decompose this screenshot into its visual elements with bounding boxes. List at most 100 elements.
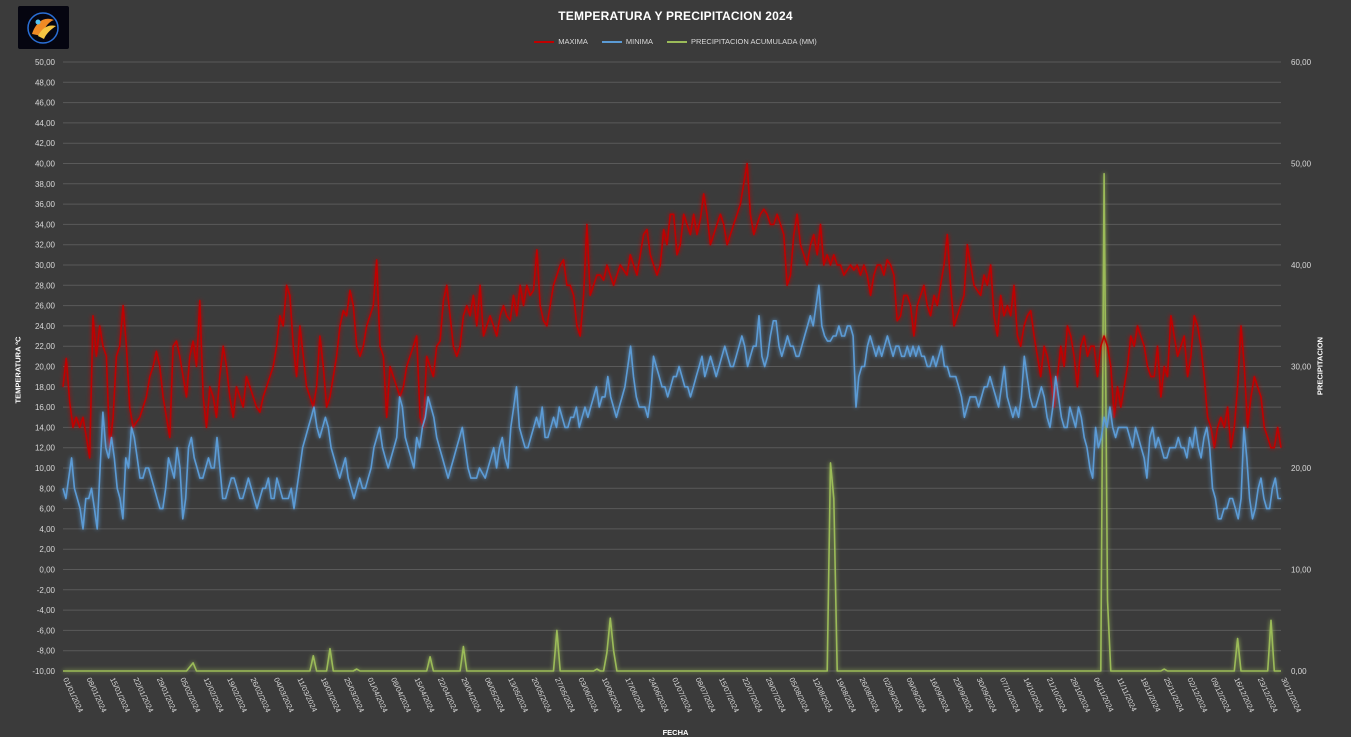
y-tick-label: -4,00: [37, 606, 56, 615]
y-tick-label: 4,00: [39, 525, 55, 534]
x-tick-label: 29/07/2024: [764, 676, 788, 714]
x-tick-label: 09/12/2024: [1209, 676, 1233, 714]
x-tick-label: 19/02/2024: [225, 676, 249, 714]
x-tick-label: 12/08/2024: [811, 676, 835, 714]
x-tick-label: 22/07/2024: [740, 676, 764, 714]
x-tick-label: 15/07/2024: [717, 676, 741, 714]
x-tick-label: 13/05/2024: [506, 676, 530, 714]
x-tick-label: 10/06/2024: [600, 676, 624, 714]
x-tick-label: 18/03/2024: [319, 676, 343, 714]
legend-item-maxima: MAXIMA: [534, 37, 588, 46]
y2-tick-label: 60,00: [1291, 58, 1312, 67]
x-tick-label: 11/11/2024: [1115, 676, 1139, 713]
x-tick-label: 02/12/2024: [1185, 676, 1209, 714]
y2-tick-label: 30,00: [1291, 363, 1312, 372]
x-tick-label: 21/10/2024: [1045, 676, 1069, 714]
series-line-minima: [62, 284, 1281, 530]
x-tick-label: 04/11/2024: [1092, 676, 1116, 713]
series-line-maxima: [62, 162, 1282, 459]
y-axis-title: TEMPERATURA ºC: [13, 336, 23, 404]
x-tick-label: 23/09/2024: [951, 676, 975, 714]
y-tick-label: 16,00: [35, 403, 56, 412]
y-tick-label: 10,00: [35, 464, 56, 473]
y-tick-label: 26,00: [35, 302, 56, 311]
y-tick-label: 20,00: [35, 363, 56, 372]
x-tick-label: 08/04/2024: [389, 676, 413, 714]
x-tick-label: 01/07/2024: [670, 676, 694, 714]
y-tick-label: 46,00: [35, 99, 56, 108]
legend-label-minima: MINIMA: [625, 37, 653, 46]
x-tick-label: 18/11/2024: [1139, 676, 1163, 713]
x-tick-label: 20/05/2024: [530, 676, 554, 714]
y-tick-label: 44,00: [35, 119, 56, 128]
x-tick-label: 14/10/2024: [1022, 676, 1046, 714]
x-tick-label: 26/08/2024: [858, 676, 882, 714]
x-tick-label: 28/10/2024: [1068, 676, 1092, 714]
y-tick-label: 34,00: [35, 220, 56, 229]
x-tick-label: 05/08/2024: [787, 676, 811, 714]
chart-legend: MAXIMA MINIMA PRECIPITACION ACUMULADA (M…: [0, 37, 1351, 46]
y-tick-label: 6,00: [39, 505, 55, 514]
x-tick-label: 05/02/2024: [178, 676, 202, 714]
y-tick-label: 48,00: [35, 78, 56, 87]
x-tick-label: 17/06/2024: [623, 676, 647, 714]
y-tick-label: -8,00: [37, 647, 56, 656]
y-tick-label: 22,00: [35, 342, 56, 351]
x-tick-label: 22/04/2024: [436, 676, 460, 714]
x-tick-label: 15/04/2024: [413, 676, 437, 714]
y-tick-label: 42,00: [35, 139, 56, 148]
x-tick-label: 04/03/2024: [272, 676, 296, 714]
x-tick-label: 24/06/2024: [647, 676, 671, 714]
y-tick-label: 28,00: [35, 281, 56, 290]
y-tick-label: 50,00: [35, 58, 56, 67]
x-tick-label: 06/05/2024: [483, 676, 507, 714]
y-tick-label: -2,00: [37, 586, 56, 595]
x-tick-label: 30/09/2024: [975, 676, 999, 714]
y-tick-label: 18,00: [35, 383, 56, 392]
series-line-precipitacion: [63, 172, 1281, 672]
y-tick-label: 8,00: [39, 484, 55, 493]
x-tick-label: 08/01/2024: [85, 676, 109, 714]
legend-item-minima: MINIMA: [601, 37, 653, 46]
x-tick-label: 29/01/2024: [155, 676, 179, 714]
legend-label-maxima: MAXIMA: [558, 37, 588, 46]
x-tick-label: 07/10/2024: [998, 676, 1022, 714]
legend-item-precipitacion: PRECIPITACION ACUMULADA (MM): [666, 37, 817, 46]
x-tick-label: 09/09/2024: [904, 676, 928, 714]
y2-tick-label: 40,00: [1291, 261, 1312, 270]
x-tick-label: 03/06/2024: [576, 676, 600, 714]
y-tick-label: -10,00: [32, 667, 55, 676]
y-tick-label: 0,00: [39, 566, 55, 575]
y-tick-label: -6,00: [37, 626, 56, 635]
y-tick-label: 2,00: [39, 545, 55, 554]
x-tick-label: 08/07/2024: [694, 676, 718, 714]
y2-tick-label: 0,00: [1291, 667, 1307, 676]
y-tick-label: 40,00: [35, 160, 56, 169]
y2-tick-label: 50,00: [1291, 160, 1312, 169]
x-tick-label: 25/03/2024: [342, 676, 366, 714]
x-tick-label: 26/02/2024: [249, 676, 273, 714]
meteo-logo-icon: [18, 6, 69, 49]
x-tick-label: 23/12/2024: [1256, 676, 1280, 714]
y-tick-label: 12,00: [35, 444, 56, 453]
x-tick-label: 15/01/2024: [108, 676, 132, 714]
x-tick-label: 22/01/2024: [131, 676, 155, 714]
legend-swatch-minima: [601, 40, 622, 43]
x-tick-label: 02/09/2024: [881, 676, 905, 714]
x-tick-label: 12/02/2024: [202, 676, 226, 714]
x-tick-label: 19/08/2024: [834, 676, 858, 714]
x-tick-label: 29/04/2024: [459, 676, 483, 714]
y-tick-label: 24,00: [35, 322, 56, 331]
y-tick-label: 32,00: [35, 241, 56, 250]
y2-tick-label: 10,00: [1291, 566, 1312, 575]
y-tick-label: 38,00: [35, 180, 56, 189]
y-tick-label: 14,00: [35, 423, 56, 432]
y2-axis-title: PRECIPITACION: [1315, 336, 1325, 396]
x-axis-title: FECHA: [662, 728, 689, 737]
x-tick-label: 16/12/2024: [1232, 676, 1256, 714]
x-tick-label: 01/01/2024: [61, 676, 85, 714]
x-tick-label: 16/09/2024: [928, 676, 952, 714]
legend-label-precipitacion: PRECIPITACION ACUMULADA (MM): [690, 37, 817, 46]
